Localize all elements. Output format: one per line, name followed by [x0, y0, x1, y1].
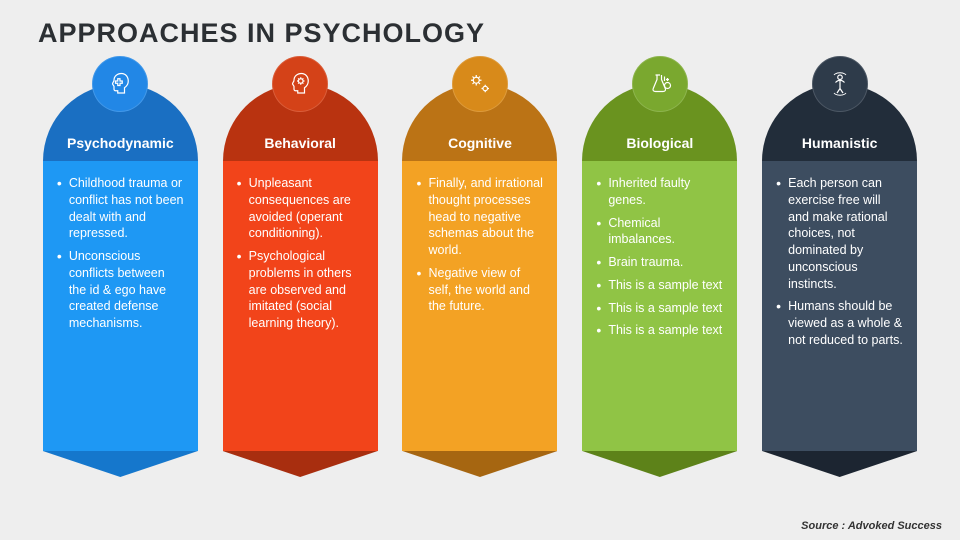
column-tail	[402, 451, 557, 477]
column-body: Finally, and irrational thought processe…	[402, 161, 557, 451]
column-cognitive: Cognitive Finally, and irrational thought…	[402, 56, 557, 477]
column-label: Behavioral	[264, 135, 336, 161]
column-humanistic: Humanistic Each person can exercise free …	[762, 56, 917, 477]
column-tail	[223, 451, 378, 477]
bullet-item: Childhood trauma or conflict has not bee…	[57, 175, 184, 242]
column-body: Each person can exercise free will and m…	[762, 161, 917, 451]
column-label: Psychodynamic	[67, 135, 174, 161]
source-credit: Source : Advoked Success	[801, 520, 942, 532]
page-title: APPROACHES IN PSYCHOLOGY	[38, 18, 485, 49]
column-psychodynamic: Psychodynamic Childhood trauma or conflic…	[43, 56, 198, 477]
flask-icon	[632, 56, 688, 112]
bullet-item: This is a sample text	[596, 277, 723, 294]
bullet-item: Psychological problems in others are obs…	[237, 248, 364, 332]
human-icon	[812, 56, 868, 112]
bullet-item: Chemical imbalances.	[596, 215, 723, 249]
column-label: Cognitive	[448, 135, 512, 161]
column-tail	[582, 451, 737, 477]
column-label: Humanistic	[802, 135, 877, 161]
bullet-item: Brain trauma.	[596, 254, 723, 271]
bullet-item: Unconscious conflicts between the id & e…	[57, 248, 184, 332]
bullet-item: Negative view of self, the world and the…	[416, 265, 543, 315]
column-body: Inherited faulty genes. Chemical imbalanc…	[582, 161, 737, 451]
column-body: Unpleasant consequences are avoided (ope…	[223, 161, 378, 451]
bullet-item: Unpleasant consequences are avoided (ope…	[237, 175, 364, 242]
bullet-item: Finally, and irrational thought processe…	[416, 175, 543, 259]
column-tail	[762, 451, 917, 477]
gears-icon	[452, 56, 508, 112]
head-puzzle-icon	[92, 56, 148, 112]
head-gear-icon	[272, 56, 328, 112]
bullet-item: Inherited faulty genes.	[596, 175, 723, 209]
bullet-item: Humans should be viewed as a whole & not…	[776, 298, 903, 348]
column-body: Childhood trauma or conflict has not bee…	[43, 161, 198, 451]
bullet-item: This is a sample text	[596, 322, 723, 339]
column-tail	[43, 451, 198, 477]
bullet-item: This is a sample text	[596, 300, 723, 317]
columns-container: Psychodynamic Childhood trauma or conflic…	[0, 56, 960, 477]
column-label: Biological	[626, 135, 693, 161]
column-biological: Biological Inherited faulty genes. Chemica…	[582, 56, 737, 477]
bullet-item: Each person can exercise free will and m…	[776, 175, 903, 292]
column-behavioral: Behavioral Unpleasant consequences are av…	[223, 56, 378, 477]
